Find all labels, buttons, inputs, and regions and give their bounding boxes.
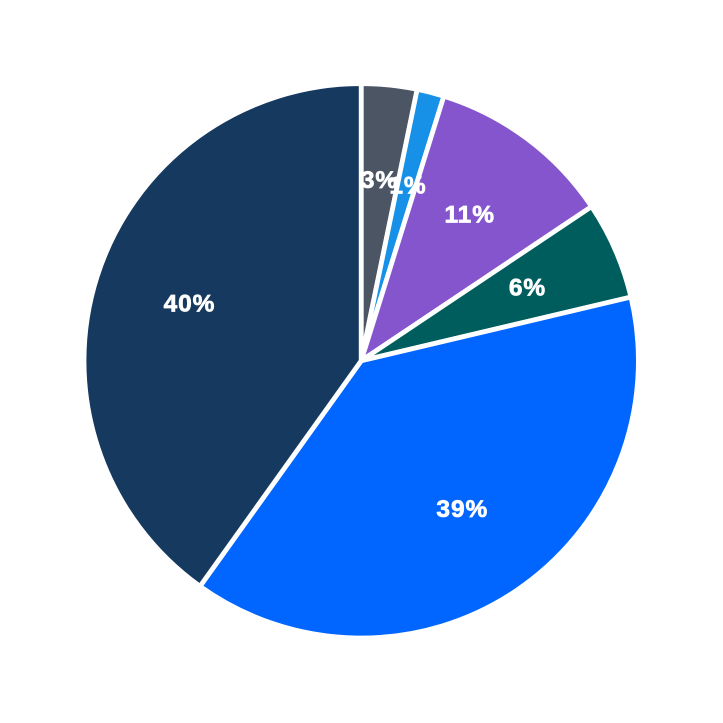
svg-text:3%: 3% <box>361 167 398 194</box>
svg-text:1%: 1% <box>389 173 426 200</box>
svg-text:39%: 39% <box>436 496 488 523</box>
svg-text:40%: 40% <box>164 291 216 318</box>
svg-text:11%: 11% <box>445 201 495 228</box>
svg-text:6%: 6% <box>509 275 546 302</box>
